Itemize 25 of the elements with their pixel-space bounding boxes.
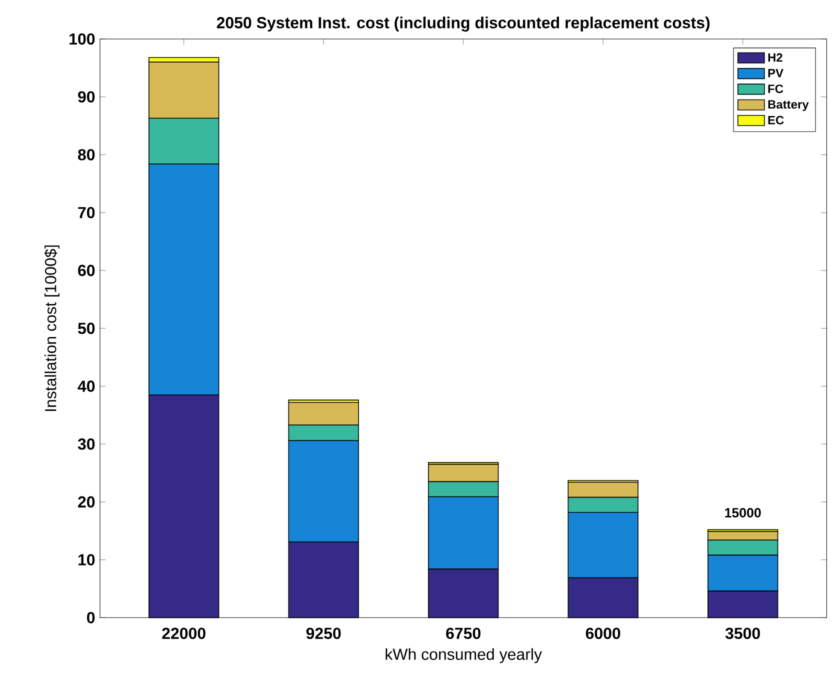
y-tick-label: 70 — [78, 206, 95, 218]
y-tick-label: 20 — [78, 496, 95, 508]
legend-label: EC — [768, 116, 784, 124]
x-tick-label: 6750 — [446, 628, 480, 640]
annotation: 15000 — [725, 508, 761, 518]
x-tick-label: 9250 — [306, 628, 341, 640]
y-tick-label: 0 — [87, 612, 95, 624]
y-tick-label: 80 — [78, 149, 95, 160]
y-tick-label: 50 — [78, 322, 95, 334]
legend-label: PV — [768, 68, 784, 78]
x-tick-label: 6000 — [586, 628, 620, 640]
x-tick-label: 3500 — [725, 628, 760, 640]
y-tick-label: 30 — [78, 438, 95, 450]
y-axis-title: Installation cost [1000$] — [44, 245, 60, 411]
chart-title: 2050 System Inst. cost (including discounted replacement costs) — [216, 16, 710, 32]
y-tick-label: 100 — [70, 33, 95, 45]
y-tick-label: 10 — [78, 554, 95, 566]
y-tick-label: 60 — [78, 264, 95, 276]
x-tick-label: 22000 — [162, 628, 206, 640]
y-tick-label: 90 — [78, 91, 95, 103]
legend-label: Battery — [768, 100, 809, 112]
legend-label: FC — [768, 84, 784, 94]
y-tick-label: 40 — [78, 380, 95, 392]
x-axis-title: kWh consumed yearly — [386, 648, 542, 664]
legend-label: H2 — [768, 53, 782, 62]
